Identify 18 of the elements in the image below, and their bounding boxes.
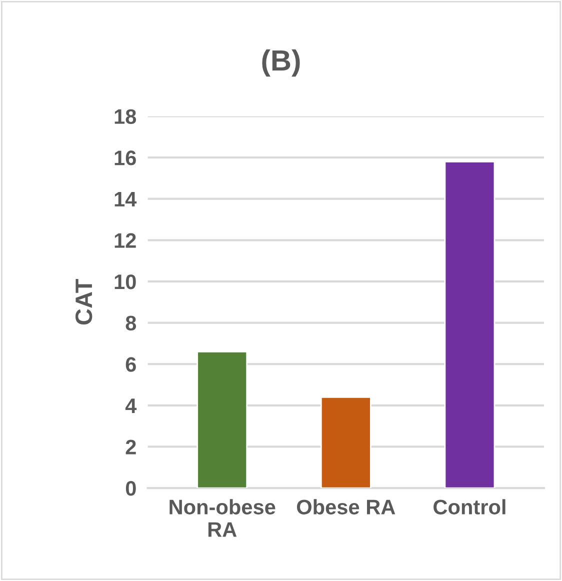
bar (196, 351, 248, 488)
y-tick-label: 14 (114, 192, 137, 206)
y-tick-label: 18 (114, 109, 136, 124)
x-tick-label: Non-obese RA (170, 499, 276, 537)
y-tick-label: 12 (114, 233, 136, 248)
y-tick-label: 10 (114, 274, 136, 290)
x-tick-label: Control (434, 499, 506, 514)
bar (444, 160, 496, 488)
y-tick-label: 6 (126, 357, 136, 372)
y-tick-label: 0 (126, 481, 136, 496)
y-tick-label: 4 (125, 398, 137, 413)
y-tick-label: 2 (126, 440, 136, 454)
y-tick-label: 16 (114, 150, 136, 166)
bar (320, 396, 372, 488)
y-tick-label: 8 (126, 316, 136, 331)
chart-title: (B) (262, 49, 300, 77)
y-axis-title: CAT (75, 278, 92, 325)
x-tick-label: Obese RA (296, 499, 396, 514)
